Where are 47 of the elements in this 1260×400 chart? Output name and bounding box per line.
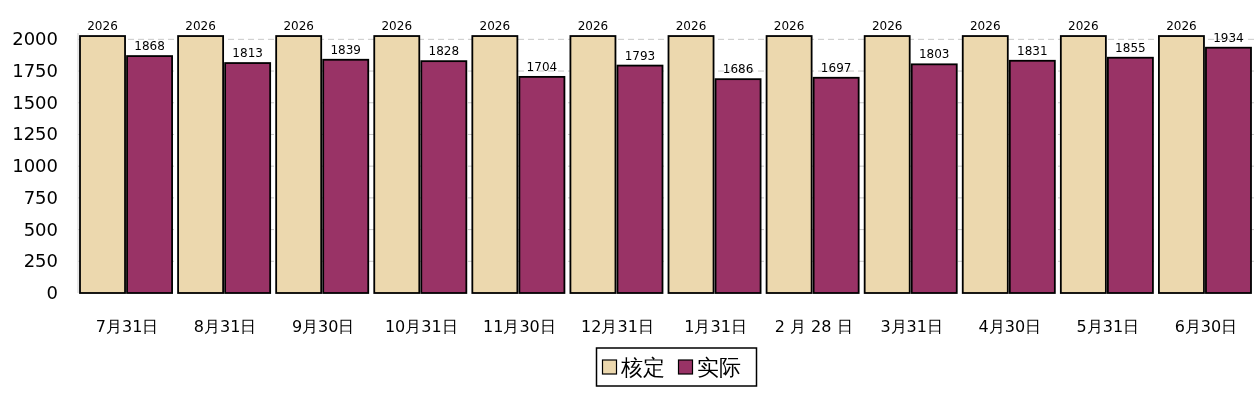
data-label: 1793 xyxy=(624,48,656,63)
data-label: 1934 xyxy=(1213,30,1244,45)
data-label: 1868 xyxy=(134,39,165,54)
x-tick-label: 1月31日 xyxy=(684,317,747,336)
y-tick-label: 1250 xyxy=(12,123,58,145)
legend-label: 实际 xyxy=(696,355,741,380)
x-tick-label: 12月31日 xyxy=(581,317,654,336)
data-label: 2026 xyxy=(675,19,707,34)
x-tick-label: 5月31日 xyxy=(1076,317,1140,336)
x-tick-label: 3月31日 xyxy=(880,317,943,336)
y-tick-label: 2000 xyxy=(12,28,58,50)
data-label: 2026 xyxy=(970,19,1001,34)
x-tick-label: 4月30日 xyxy=(978,317,1042,336)
data-label: 2026 xyxy=(479,19,511,34)
data-label: 1828 xyxy=(428,44,460,59)
data-label: 2026 xyxy=(1166,19,1197,34)
data-label: 1697 xyxy=(820,60,852,75)
data-label: 2026 xyxy=(283,19,314,34)
data-label: 1704 xyxy=(526,59,558,74)
x-tick-label: 7月31日 xyxy=(95,317,159,336)
x-tick-label: 6月30日 xyxy=(1174,317,1238,336)
y-tick-label: 1000 xyxy=(12,155,58,177)
data-label: 2026 xyxy=(871,19,903,34)
data-label: 2026 xyxy=(381,19,413,34)
x-tick-label: 2 月 28 日 xyxy=(774,317,853,336)
y-tick-label: 0 xyxy=(46,282,58,303)
data-label: 2026 xyxy=(1068,19,1099,34)
data-label: 2026 xyxy=(185,19,216,34)
data-label: 1803 xyxy=(918,47,950,62)
data-label: 1686 xyxy=(722,62,754,77)
y-tick-label: 750 xyxy=(23,186,58,208)
y-tick-label: 1500 xyxy=(12,91,58,113)
data-label: 1839 xyxy=(330,42,361,57)
x-tick-label: 9月30日 xyxy=(291,317,355,336)
x-tick-label: 8月31日 xyxy=(193,317,257,336)
y-tick-label: 1750 xyxy=(12,60,58,82)
data-label: 1855 xyxy=(1115,40,1146,55)
y-tick-label: 250 xyxy=(23,250,58,272)
x-tick-label: 10月31日 xyxy=(384,317,458,336)
data-label: 2026 xyxy=(577,19,609,34)
legend-label: 核定 xyxy=(619,355,665,380)
data-label: 1831 xyxy=(1017,43,1048,58)
y-tick-label: 500 xyxy=(23,218,58,240)
data-label: 2026 xyxy=(87,19,118,34)
data-label: 2026 xyxy=(773,19,805,34)
x-tick-label: 11月30日 xyxy=(483,317,556,336)
data-label: 1813 xyxy=(232,46,263,61)
